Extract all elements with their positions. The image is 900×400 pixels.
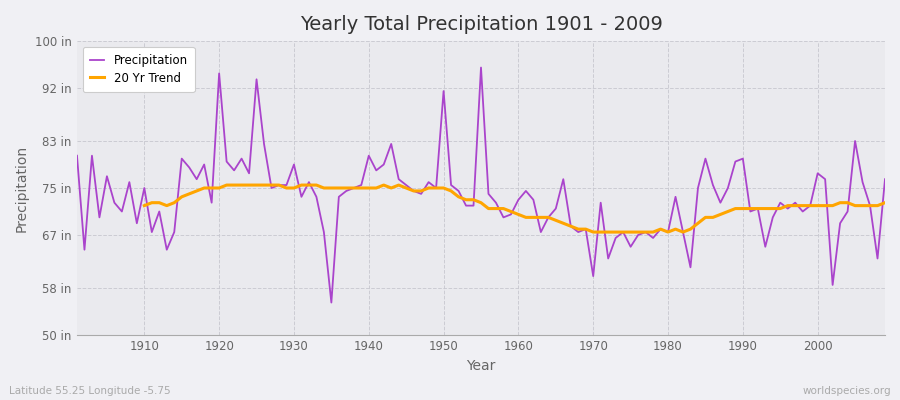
20 Yr Trend — [289, 186, 300, 190]
Precipitation — [879, 177, 890, 182]
20 Yr Trend — [834, 200, 845, 205]
Line: 20 Yr Trend: 20 Yr Trend — [144, 185, 885, 232]
Precipitation — [475, 65, 486, 70]
20 Yr Trend — [588, 230, 598, 234]
Title: Yearly Total Precipitation 1901 - 2009: Yearly Total Precipitation 1901 - 2009 — [300, 15, 662, 34]
Text: Latitude 55.25 Longitude -5.75: Latitude 55.25 Longitude -5.75 — [9, 386, 171, 396]
Precipitation — [617, 230, 628, 234]
Precipitation — [348, 186, 359, 190]
Precipitation — [326, 300, 337, 305]
Line: Precipitation: Precipitation — [77, 68, 885, 302]
Precipitation — [131, 221, 142, 226]
20 Yr Trend — [857, 203, 868, 208]
Legend: Precipitation, 20 Yr Trend: Precipitation, 20 Yr Trend — [83, 47, 194, 92]
20 Yr Trend — [221, 183, 232, 188]
X-axis label: Year: Year — [466, 359, 496, 373]
Precipitation — [528, 197, 539, 202]
Text: worldspecies.org: worldspecies.org — [803, 386, 891, 396]
Y-axis label: Precipitation: Precipitation — [15, 144, 29, 232]
20 Yr Trend — [879, 200, 890, 205]
Precipitation — [72, 153, 83, 158]
20 Yr Trend — [528, 215, 539, 220]
Precipitation — [296, 194, 307, 199]
20 Yr Trend — [319, 186, 329, 190]
20 Yr Trend — [139, 203, 149, 208]
Precipitation — [520, 188, 531, 193]
20 Yr Trend — [595, 230, 606, 234]
